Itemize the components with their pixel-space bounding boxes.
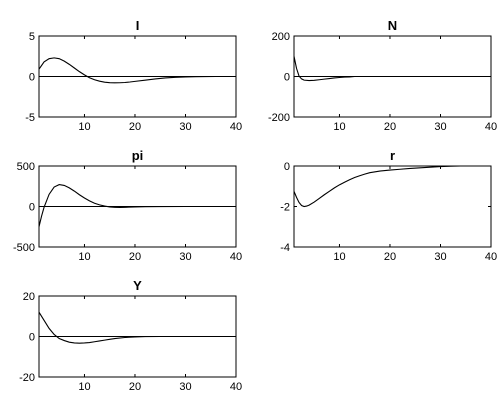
y-tick-label: 0 xyxy=(284,161,290,173)
subplot-title: pi xyxy=(132,148,144,163)
y-tick-label: 500 xyxy=(17,161,35,173)
series-line xyxy=(38,57,236,84)
x-tick-label: 40 xyxy=(485,121,497,133)
y-tick-label: 0 xyxy=(29,202,35,214)
subplot-title: N xyxy=(388,18,397,33)
x-tick-label: 10 xyxy=(78,251,90,263)
series-line xyxy=(38,311,236,344)
x-tick-label: 40 xyxy=(230,121,242,133)
y-tick-label: 0 xyxy=(284,72,290,84)
x-tick-label: 40 xyxy=(230,251,242,263)
x-tick-label: 30 xyxy=(179,251,191,263)
y-tick-label: 0 xyxy=(29,72,35,84)
x-tick-label: 10 xyxy=(333,121,345,133)
series-line xyxy=(38,184,236,227)
subplot-3: pi 10 20 30 40 -500 0 500 xyxy=(13,148,242,263)
x-tick-label: 40 xyxy=(230,381,242,393)
y-tick-label: -2 xyxy=(280,202,290,214)
x-tick-label: 10 xyxy=(78,121,90,133)
series-line xyxy=(293,56,355,82)
x-tick-label: 30 xyxy=(179,121,191,133)
x-tick-label: 40 xyxy=(485,251,497,263)
y-tick-label: 20 xyxy=(23,291,35,303)
subplot-2: N 10 20 30 40 -200 0 200 xyxy=(268,18,497,133)
y-tick-label: -4 xyxy=(280,242,290,254)
series-line xyxy=(293,165,461,208)
x-tick-label: 30 xyxy=(434,251,446,263)
y-tick-label: -500 xyxy=(13,242,35,254)
x-tick-label: 20 xyxy=(129,121,141,133)
subplot-5: Y 10 20 30 40 -20 0 20 xyxy=(19,278,242,393)
y-tick-label: -20 xyxy=(19,372,35,384)
plot-frame xyxy=(293,165,492,248)
subplot-title: Y xyxy=(133,278,142,293)
y-tick-label: 5 xyxy=(29,31,35,43)
y-tick-label: -200 xyxy=(268,112,290,124)
x-tick-label: 10 xyxy=(333,251,345,263)
x-tick-label: 20 xyxy=(384,251,396,263)
subplot-title: r xyxy=(390,148,395,163)
subplot-4: r 10 20 30 40 -4 -2 0 xyxy=(280,148,497,263)
x-tick-label: 20 xyxy=(129,251,141,263)
x-tick-label: 30 xyxy=(179,381,191,393)
x-tick-label: 20 xyxy=(129,381,141,393)
y-tick-label: -5 xyxy=(25,112,35,124)
x-tick-label: 10 xyxy=(78,381,90,393)
y-tick-label: 200 xyxy=(272,31,290,43)
x-tick-label: 20 xyxy=(384,121,396,133)
x-tick-label: 30 xyxy=(434,121,446,133)
y-tick-label: 0 xyxy=(29,332,35,344)
subplot-title: I xyxy=(136,18,140,33)
subplot-1: I 10 20 30 40 -5 0 5 xyxy=(25,18,242,133)
